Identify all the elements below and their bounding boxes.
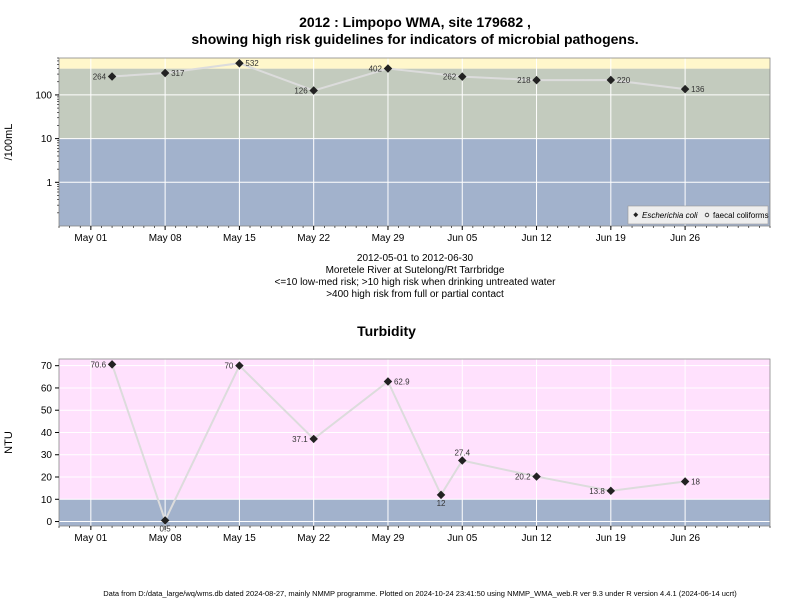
data-label: 532 [245, 59, 259, 68]
data-point [383, 64, 393, 73]
data-point [107, 72, 117, 81]
y-tick-label: 60 [41, 383, 53, 394]
data-point [680, 477, 690, 486]
data-label: 126 [294, 87, 308, 96]
y-tick-label: 30 [41, 450, 53, 461]
x-tick-label: May 08 [149, 233, 182, 244]
x-tick-label: Jun 19 [596, 533, 626, 544]
y-tick-label: 70 [41, 361, 53, 372]
y-tick-label: 10 [41, 134, 53, 145]
x-tick-label: Jun 12 [522, 233, 552, 244]
data-label: 317 [171, 69, 185, 78]
data-point [309, 86, 318, 95]
x-tick-label: May 15 [223, 533, 256, 544]
x-tick-label: May 22 [297, 233, 330, 244]
data-label: 70 [224, 362, 233, 371]
x-tick-label: Jun 26 [670, 233, 700, 244]
data-label: 0.5 [160, 524, 172, 533]
legend: Escherichia coli faecal coliforms [627, 205, 769, 225]
footer-note: Data from D:/data_large/wq/wms.db dated … [103, 589, 737, 598]
chart-panel-1: May 01 May 08 May 15 May 22 May 29 Jun 05 Jun … [3, 57, 771, 244]
data-point [532, 472, 541, 481]
x-tick-label: May 29 [372, 233, 405, 244]
plot-frame [58, 358, 771, 527]
x-tick-label: May 01 [74, 233, 107, 244]
data-point [107, 360, 117, 369]
data-point [606, 486, 616, 496]
data-label: 27.4 [454, 449, 470, 458]
data-point [383, 377, 393, 386]
data-point [458, 456, 467, 465]
data-label: 402 [369, 65, 383, 74]
legend-marker-faecal [704, 212, 710, 218]
data-label: 218 [517, 76, 531, 85]
data-label: 18 [691, 477, 700, 486]
x-tick-label: May 15 [223, 233, 256, 244]
y-tick-label: 1 [46, 178, 52, 189]
data-label: 220 [617, 76, 631, 85]
chart-title-line1: 2012 : Limpopo WMA, site 179682 , [299, 14, 531, 30]
legend-label-faecal: faecal coliforms [713, 211, 769, 220]
data-label: 262 [443, 73, 457, 82]
x-tick-label: May 08 [149, 533, 182, 544]
risk-band-3 [59, 58, 770, 69]
data-label: 20.2 [515, 473, 531, 482]
chart-panel-2: May 01 May 08 May 15 May 22 May 29 Jun 05 Jun … [3, 323, 771, 544]
x-tick-label: Jun 26 [670, 533, 700, 544]
plot-frame [58, 57, 771, 227]
data-label: 13.8 [589, 487, 605, 496]
y-tick-label: 50 [41, 406, 53, 417]
y-tick-label: 40 [41, 428, 53, 439]
subtitle-date-range: 2012-05-01 to 2012-06-30 [356, 253, 474, 264]
x-tick-label: May 22 [297, 533, 330, 544]
y-tick-label: 10 [41, 495, 53, 506]
data-point [436, 490, 446, 500]
subtitle-site-name: Moretele River at Sutelong/Rt Tarrbridge [325, 265, 505, 276]
data-label: 37.1 [292, 435, 308, 444]
x-tick-label: Jun 19 [596, 233, 626, 244]
y-tick-label: 100 [35, 90, 52, 101]
data-label: 70.6 [90, 360, 106, 369]
data-label: 12 [437, 499, 446, 508]
y-tick-label: 0 [46, 517, 52, 528]
legend-label-ecoli: Escherichia coli [642, 211, 698, 220]
subtitle-contact-guideline: >400 high risk from full or partial cont… [326, 289, 504, 300]
data-label: 62.9 [394, 377, 410, 386]
x-tick-label: Jun 12 [522, 533, 552, 544]
x-tick-label: Jun 05 [447, 233, 477, 244]
data-point [160, 68, 170, 78]
y-axis-label: NTU [3, 431, 15, 454]
data-point [309, 434, 318, 444]
legend-box [627, 205, 769, 225]
legend-marker-ecoli [633, 212, 639, 218]
risk-band-2 [59, 359, 770, 500]
panel-title: Turbidity [357, 323, 416, 339]
y-axis-label: /100mL [3, 124, 15, 161]
data-point [458, 72, 467, 81]
series-line [111, 363, 686, 524]
x-tick-label: May 01 [74, 533, 107, 544]
x-tick-label: May 29 [372, 533, 405, 544]
data-label: 264 [93, 73, 107, 82]
x-tick-label: Jun 05 [447, 533, 477, 544]
y-tick-label: 20 [41, 473, 53, 484]
risk-band-2 [59, 68, 770, 139]
subtitle-drinking-guideline: <=10 low-med risk; >10 high risk when dr… [274, 277, 556, 288]
data-label: 136 [691, 85, 705, 94]
data-point [235, 361, 244, 370]
chart-title-line2: showing high risk guidelines for indicat… [191, 31, 639, 47]
